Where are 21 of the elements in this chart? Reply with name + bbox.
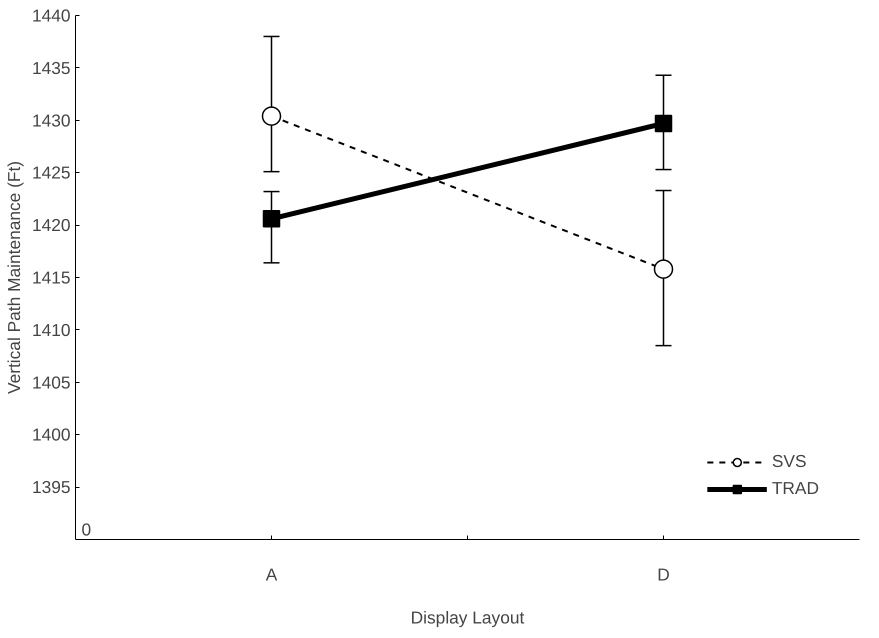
y-tick-label: 1420 — [32, 215, 71, 236]
x-tick-label: A — [266, 564, 278, 584]
point — [262, 106, 282, 126]
y-tick-label: 1405 — [32, 372, 71, 392]
y-tick-label: 1395 — [32, 477, 71, 498]
y-tick-label: 1425 — [32, 162, 71, 183]
y-tick-label: 1410 — [32, 320, 71, 340]
x-axis-title: Display Layout — [410, 608, 525, 628]
legend-label: SVS — [772, 451, 807, 472]
legend-label: TRAD — [772, 478, 819, 499]
point — [262, 210, 280, 228]
y-tick-label: 1440 — [32, 6, 71, 26]
y-tick-label: 1400 — [32, 424, 71, 445]
annotation: 0 — [82, 520, 92, 540]
y-tick-label: 1430 — [32, 110, 71, 130]
y-tick-label: 1415 — [32, 268, 71, 288]
y-axis-title: Vertical Path Maintenance (Ft) — [4, 160, 24, 394]
y-tick-label: 1435 — [32, 58, 71, 78]
point — [654, 114, 672, 132]
point — [654, 259, 674, 279]
x-tick-label: D — [657, 564, 670, 584]
